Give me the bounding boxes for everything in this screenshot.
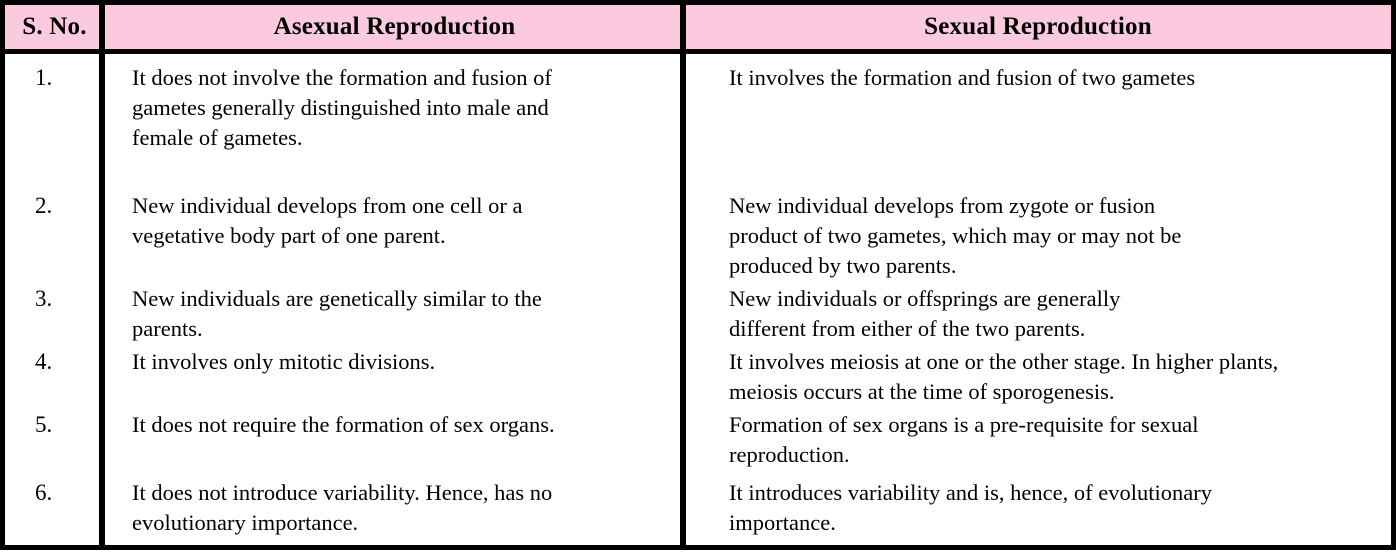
table-row: 6. It does not introduce variability. He…: [5, 476, 1391, 552]
row-number: 5.: [35, 412, 53, 437]
row-number: 6.: [35, 480, 53, 505]
asexual-cell: It does not introduce variability. Hence…: [132, 480, 553, 535]
table-row: 3. New individuals are genetically simil…: [5, 282, 1391, 345]
row-number: 4.: [35, 349, 53, 374]
asexual-cell: New individuals are genetically similar …: [132, 286, 542, 341]
column-divider-2: [680, 5, 686, 545]
table-header-row: S. No. Asexual Reproduction Sexual Repro…: [5, 5, 1391, 54]
header-cell-s-no: S. No.: [22, 13, 87, 40]
sexual-cell: New individual develops from zygote or f…: [729, 193, 1182, 278]
table-row: 2. New individual develops from one cell…: [5, 189, 1391, 282]
sexual-cell: It introduces variability and is, hence,…: [729, 480, 1212, 535]
asexual-cell: It does not involve the formation and fu…: [132, 65, 552, 150]
header-cell-asexual: Asexual Reproduction: [273, 13, 516, 40]
asexual-cell: New individual develops from one cell or…: [132, 193, 523, 248]
asexual-cell: It involves only mitotic divisions.: [132, 349, 436, 374]
column-divider-1: [99, 5, 105, 545]
asexual-cell: It does not require the formation of sex…: [132, 412, 555, 437]
row-number: 3.: [35, 286, 53, 311]
table-row: 1. It does not involve the formation and…: [5, 61, 1391, 189]
sexual-cell: Formation of sex organs is a pre-requisi…: [729, 412, 1199, 467]
row-number: 1.: [35, 65, 53, 90]
row-number: 2.: [35, 193, 53, 218]
table-row: 5. It does not require the formation of …: [5, 408, 1391, 476]
sexual-cell: It involves meiosis at one or the other …: [729, 349, 1279, 404]
table-body: 1. It does not involve the formation and…: [5, 54, 1391, 552]
sexual-cell: It involves the formation and fusion of …: [729, 65, 1196, 90]
sexual-cell: New individuals or offsprings are genera…: [729, 286, 1121, 341]
header-cell-sexual: Sexual Reproduction: [924, 13, 1152, 40]
table-row: 4. It involves only mitotic divisions. I…: [5, 345, 1391, 408]
